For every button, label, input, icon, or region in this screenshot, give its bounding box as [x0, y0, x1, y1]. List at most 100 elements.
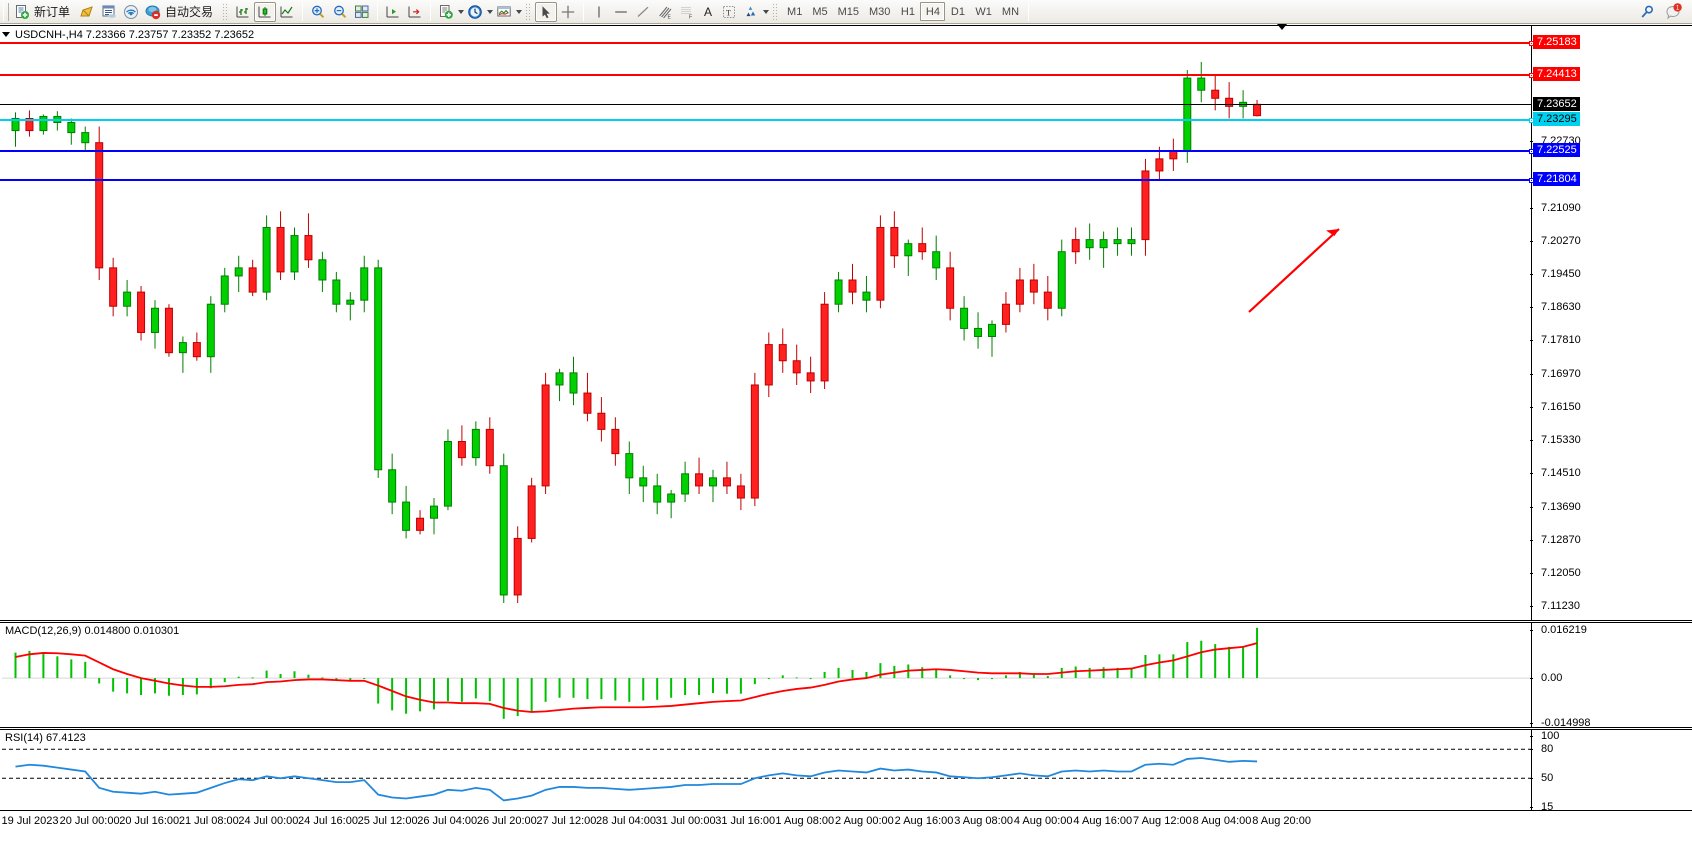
toolbar-grip[interactable] [3, 2, 9, 21]
time-axis[interactable]: 19 Jul 2023 20 Jul 00:00 20 Jul 16:00 21 Ju… [0, 811, 1692, 852]
notification-icon: 1 [1666, 3, 1682, 20]
draw-pencil-button[interactable] [76, 2, 98, 22]
support-2-price-label: 7.21804 [1533, 171, 1580, 186]
zoom-out-icon [334, 5, 347, 18]
timeframe-m15[interactable]: M15 [837, 5, 859, 18]
search-icon [1641, 5, 1654, 18]
price-tick-label: 7.17810 [1541, 334, 1581, 347]
price-tick-label: 7.11230 [1541, 599, 1580, 612]
macd-panel[interactable]: MACD(12,26,9) 0.014800 0.010301 0.016219… [0, 622, 1692, 729]
signal-button[interactable] [120, 2, 142, 22]
macd-plot[interactable] [2, 623, 1532, 727]
notification-button[interactable]: 1 [1662, 2, 1686, 22]
text-label-button[interactable]: T [718, 2, 740, 22]
time-tick-label: 3 Aug 08:00 [954, 815, 1013, 827]
search-button[interactable] [1636, 2, 1658, 22]
price-tick-label: 7.20270 [1541, 234, 1581, 247]
price-axis[interactable]: 7.22730 7.21090 7.20270 7.19450 7.18630 7.178… [1530, 26, 1692, 620]
price-tick-label: 7.12050 [1541, 566, 1581, 579]
chart-header: USDCNH-,H4 7.23366 7.23757 7.23352 7.236… [2, 28, 259, 41]
price-plot[interactable] [2, 26, 1532, 620]
hline-button[interactable] [610, 2, 632, 22]
zoom-out-button[interactable] [329, 2, 351, 22]
price-tick-label: 7.18630 [1541, 301, 1581, 314]
tile-windows-button[interactable] [351, 2, 373, 22]
rsi-tick: 50 [1529, 772, 1553, 784]
terminal-button[interactable] [98, 2, 120, 22]
price-tick-label: 7.12870 [1541, 533, 1581, 546]
crosshair-button[interactable] [557, 2, 579, 22]
candlestick-chart-button[interactable] [254, 1, 277, 22]
chart-area[interactable]: USDCNH-,H4 7.23366 7.23757 7.23352 7.236… [0, 24, 1692, 852]
period-button[interactable] [464, 2, 486, 22]
zoom-in-icon [312, 5, 325, 18]
chart-shift-button[interactable] [404, 2, 426, 22]
templates-caret-icon[interactable] [516, 9, 523, 14]
price-tick-label: 7.19450 [1541, 267, 1581, 280]
trendline-button[interactable] [632, 2, 654, 22]
auto-trade-icon [145, 5, 161, 19]
pencil-draw-icon [80, 5, 93, 16]
rsi-axis: 100 80 50 15 [1529, 730, 1692, 813]
price-tick-label: 7.21090 [1541, 201, 1581, 214]
candlestick-chart-icon [258, 6, 271, 17]
equidistant-channel-icon: E [659, 6, 672, 20]
price-tick: 7.18630 [1530, 301, 1581, 314]
indicators-button[interactable] [435, 2, 457, 22]
toolbar-divider-8 [1028, 2, 1030, 21]
time-tick-label: 8 Aug 04:00 [1192, 815, 1252, 827]
equidistant-channel-button[interactable]: E [654, 2, 676, 22]
shapes-button[interactable] [740, 2, 762, 22]
price-panel[interactable]: USDCNH-,H4 7.23366 7.23757 7.23352 7.236… [0, 25, 1692, 621]
timeframe-h1[interactable]: H1 [900, 5, 915, 18]
rsi-tick-label: 100 [1541, 730, 1560, 742]
auto-trading-button[interactable]: 自动交易 [142, 2, 219, 22]
rsi-panel[interactable]: RSI(14) 67.4123 100 80 50 15 [0, 729, 1692, 813]
price-tick-label: 7.15330 [1541, 434, 1581, 447]
auto-scroll-button[interactable] [382, 2, 404, 22]
macd-axis: 0.016219 0.00 -0.014998 [1529, 623, 1692, 729]
price-tick: 7.13690 [1530, 500, 1581, 513]
timeframe-h4[interactable]: H4 [920, 2, 946, 21]
timeframe-m30[interactable]: M30 [869, 5, 891, 18]
rsi-tick: 100 [1529, 730, 1560, 742]
indicators-caret-icon[interactable] [458, 9, 465, 14]
price-tick: 7.16150 [1530, 401, 1581, 413]
timeframe-m5[interactable]: M5 [812, 5, 828, 18]
period-caret-icon[interactable] [487, 9, 494, 14]
bullish-arrow[interactable] [2, 26, 1532, 622]
templates-button[interactable] [493, 2, 515, 22]
shapes-caret-icon[interactable] [763, 9, 770, 14]
signal-icon [124, 4, 139, 19]
resistance-2-price-label: 7.25183 [1533, 35, 1580, 50]
chart-menu-caret-icon[interactable] [2, 32, 10, 37]
price-tick-label: 7.13690 [1541, 500, 1581, 513]
trendline-icon [637, 6, 649, 17]
macd-tick: -0.014998 [1530, 717, 1591, 729]
text-button[interactable]: A [698, 2, 718, 22]
line-chart-button[interactable] [276, 2, 298, 22]
timeframe-w1[interactable]: W1 [975, 5, 992, 18]
timeframe-d1[interactable]: D1 [950, 5, 965, 18]
svg-text:F: F [689, 14, 692, 20]
auto-scroll-icon [386, 6, 399, 17]
bar-chart-button[interactable] [232, 2, 254, 22]
price-tick-label: 7.16970 [1541, 368, 1581, 381]
last-price-line [0, 104, 1531, 106]
rsi-plot[interactable] [2, 730, 1532, 810]
scroll-indicator-icon[interactable] [1277, 24, 1287, 30]
zoom-in-button[interactable] [307, 2, 329, 22]
vline-button[interactable] [588, 2, 610, 22]
timeframe-mn[interactable]: MN [1001, 5, 1020, 18]
fibonacci-button[interactable]: F [676, 2, 698, 22]
time-tick-label: 24 Jul 16:00 [298, 815, 358, 827]
time-tick-label: 21 Jul 08:00 [178, 815, 239, 827]
period-clock-icon [468, 4, 482, 19]
shapes-icon [746, 6, 756, 16]
timeframe-m1[interactable]: M1 [787, 5, 803, 18]
new-order-button[interactable]: 新订单 [11, 2, 76, 22]
macd-tick-label: -0.014998 [1541, 717, 1591, 729]
crosshair-icon [561, 5, 575, 18]
cursor-button[interactable] [535, 1, 558, 22]
chart-shift-icon [408, 6, 421, 17]
